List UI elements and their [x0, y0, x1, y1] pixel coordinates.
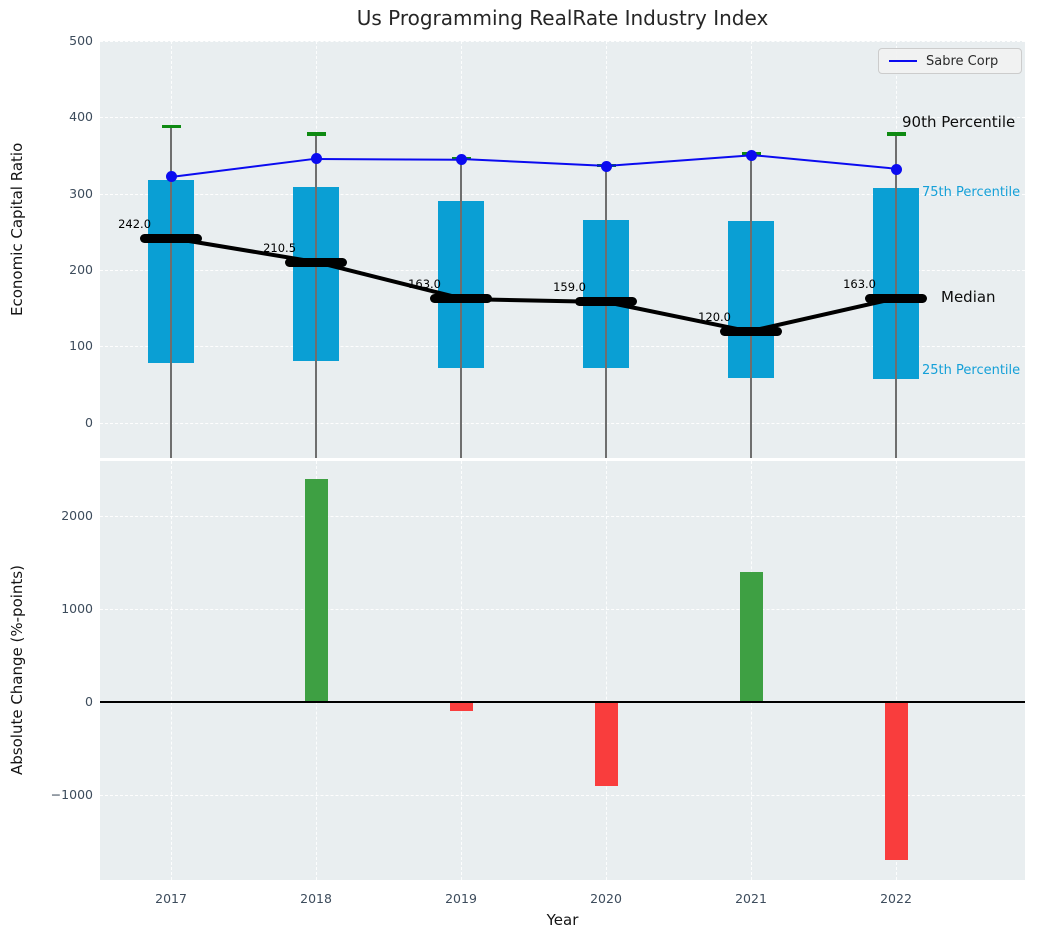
annotation-25th-percentile: 25th Percentile — [922, 363, 1021, 378]
whisker-cap-90th — [886, 132, 906, 136]
grid-line — [100, 193, 1025, 195]
sabre-point — [890, 163, 902, 175]
y-tick-label: 100 — [69, 338, 93, 354]
x-axis-label: Year — [546, 911, 579, 929]
chart-title: Us Programming RealRate Industry Index — [356, 6, 769, 30]
grid-line — [100, 794, 1025, 796]
sabre-line-segment — [460, 158, 607, 168]
sabre-line-segment — [316, 157, 462, 161]
x-tick-label: 2022 — [880, 891, 912, 906]
y-tick-label: 400 — [69, 109, 93, 125]
median-value-label: 242.0 — [118, 217, 152, 232]
whisker-line — [750, 154, 752, 458]
median-marker — [140, 233, 203, 243]
x-tick-label: 2018 — [300, 891, 332, 906]
median-marker — [865, 293, 927, 303]
y-tick-label: −1000 — [50, 786, 93, 802]
annotation-75th-percentile: 75th Percentile — [922, 185, 1021, 200]
whisker-line — [170, 126, 172, 458]
y-tick-label: 0 — [85, 414, 93, 430]
sabre-line-segment — [750, 154, 897, 171]
grid-line — [100, 117, 1025, 119]
grid-line — [100, 270, 1025, 272]
median-value-label: 163.0 — [408, 277, 442, 292]
whisker-cap-90th — [161, 124, 181, 129]
whisker-cap-90th — [306, 132, 326, 136]
grid-line — [606, 461, 608, 880]
y-tick-label: 0 — [85, 693, 93, 709]
y-tick-label: 500 — [69, 33, 93, 48]
x-tick-label: 2017 — [155, 891, 187, 906]
median-marker — [575, 296, 638, 306]
top-plot-panel: 242.0 210.5 163.0 159.0 120.0 163.0 — [100, 41, 1025, 458]
change-bar-positive — [304, 478, 328, 702]
legend: Sabre Corp — [878, 48, 1022, 74]
whisker-line — [460, 158, 462, 458]
grid-line — [100, 346, 1025, 348]
annotation-median: Median — [941, 288, 996, 306]
change-bar-negative — [594, 701, 618, 786]
sabre-line-segment — [170, 157, 317, 179]
top-y-axis-label: Economic Capital Ratio — [8, 142, 26, 316]
sabre-line-segment — [605, 154, 752, 168]
grid-line — [171, 461, 173, 880]
zero-line — [100, 701, 1025, 703]
median-value-label: 120.0 — [698, 310, 731, 325]
bottom-y-axis-label: Absolute Change (%-points) — [8, 565, 26, 776]
x-tick-label: 2021 — [735, 891, 767, 906]
x-tick-label: 2020 — [590, 891, 622, 906]
median-marker — [720, 326, 782, 336]
change-bar-positive — [739, 571, 763, 702]
change-bar-negative — [884, 701, 908, 861]
sabre-point — [745, 150, 757, 162]
median-value-label: 163.0 — [843, 277, 876, 292]
median-value-label: 210.5 — [263, 241, 297, 256]
sabre-point — [165, 171, 177, 183]
grid-line — [100, 515, 1025, 517]
grid-line — [461, 461, 463, 880]
y-tick-label: 200 — [69, 262, 93, 278]
whisker-line — [605, 165, 607, 458]
grid-line — [100, 422, 1025, 424]
whisker-line — [315, 134, 317, 458]
y-tick-label: 300 — [69, 185, 93, 201]
legend-line-sample — [889, 59, 917, 63]
median-marker — [285, 257, 348, 267]
x-tick-label: 2019 — [445, 891, 477, 906]
sabre-point — [455, 153, 467, 165]
annotation-90th-percentile: 90th Percentile — [902, 113, 1016, 131]
grid-line — [100, 608, 1025, 610]
bottom-plot-panel — [100, 461, 1025, 880]
median-value-label: 159.0 — [553, 280, 587, 295]
legend-label: Sabre Corp — [926, 53, 999, 69]
y-tick-label: 1000 — [61, 600, 93, 616]
grid-line — [896, 461, 897, 880]
grid-line — [100, 41, 1025, 42]
median-marker — [430, 293, 493, 303]
sabre-point — [310, 153, 322, 165]
sabre-point — [600, 160, 612, 172]
y-tick-label: 2000 — [61, 507, 93, 523]
change-bar-negative — [449, 701, 473, 712]
